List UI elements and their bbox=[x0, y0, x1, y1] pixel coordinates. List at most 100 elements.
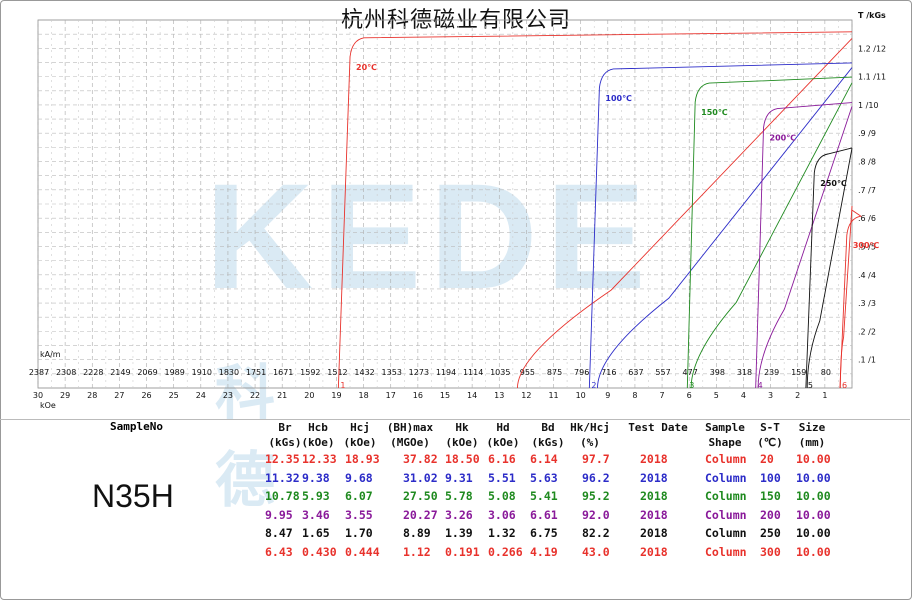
x-tick-label-kam: 1114 bbox=[463, 368, 483, 377]
table-cell: 3.46 bbox=[302, 507, 330, 522]
table-cell: 1.65 bbox=[302, 526, 330, 540]
x-tick-label-koe: 13 bbox=[494, 391, 504, 400]
table-cell: 27.50 bbox=[403, 489, 438, 503]
x-tick-label-kam: 1194 bbox=[436, 368, 456, 377]
table-cell: 10.00 bbox=[796, 452, 831, 466]
table-cell: 5.93 bbox=[302, 489, 330, 503]
header-unit: (%) bbox=[580, 436, 600, 449]
x-tick-label-kam: 1989 bbox=[164, 368, 184, 377]
table-cell: 10.00 bbox=[796, 526, 831, 540]
table-cell: Column bbox=[705, 452, 747, 466]
x-tick-label-kam: 2228 bbox=[83, 368, 103, 377]
table-cell: 9.38 bbox=[302, 470, 330, 485]
x-tick-label-kam: 1592 bbox=[300, 368, 320, 377]
y-tick-label: .9 /9 bbox=[858, 129, 876, 138]
table-cell: 6.14 bbox=[530, 452, 558, 466]
table-header: Hk (kOe) bbox=[432, 420, 492, 450]
table-header: S-T (℃) bbox=[740, 420, 800, 450]
header-unit: (kOe) bbox=[486, 436, 520, 449]
table-cell: 3.26 bbox=[445, 507, 473, 522]
header-unit: (kOe) bbox=[343, 436, 377, 449]
x-tick-label-koe: 30 bbox=[33, 391, 43, 400]
table-cell: 100 bbox=[760, 470, 781, 485]
header-unit: (kGs) bbox=[268, 436, 302, 449]
table-cell: 31.02 bbox=[403, 470, 438, 485]
table-cell: Column bbox=[705, 544, 747, 559]
x-axis-unit-kam: kA/m bbox=[40, 350, 61, 359]
table-cell: 150 bbox=[760, 489, 781, 503]
table-cell: 1.12 bbox=[403, 544, 431, 559]
table-cell: 10.00 bbox=[796, 489, 831, 503]
header-label: Hcb bbox=[308, 421, 328, 434]
x-tick-label-koe: 26 bbox=[141, 391, 151, 400]
x-tick-label-kam: 1273 bbox=[409, 368, 429, 377]
table-cell: 9.31 bbox=[445, 470, 473, 485]
table-cell: 2018 bbox=[640, 526, 668, 540]
x-tick-label-kam: 716 bbox=[601, 368, 616, 377]
x-tick-label-koe: 21 bbox=[277, 391, 287, 400]
table-cell: 1.39 bbox=[445, 526, 473, 540]
series-label-20℃: 20℃ bbox=[356, 63, 377, 72]
table-cell: 11.32 bbox=[265, 470, 300, 485]
y-tick-label: .1 /1 bbox=[858, 356, 876, 365]
x-tick-label-kam: 398 bbox=[710, 368, 725, 377]
table-cell: 10.00 bbox=[796, 470, 831, 485]
company-title: 杭州科德磁业有限公司 bbox=[340, 8, 571, 33]
x-tick-label-koe: 23 bbox=[223, 391, 233, 400]
x-tick-label-koe: 17 bbox=[386, 391, 396, 400]
table-cell: 95.2 bbox=[582, 489, 610, 503]
table-cell: Column bbox=[705, 489, 747, 503]
series-marker-5: 5 bbox=[808, 381, 813, 390]
x-tick-label-koe: 15 bbox=[440, 391, 450, 400]
x-tick-label-koe: 1 bbox=[822, 391, 827, 400]
header-unit: (kOe) bbox=[445, 436, 479, 449]
series-label-300℃: 300℃ bbox=[853, 241, 880, 250]
x-tick-label-kam: 637 bbox=[628, 368, 643, 377]
x-tick-label-koe: 2 bbox=[795, 391, 800, 400]
x-tick-label-koe: 4 bbox=[741, 391, 746, 400]
table-divider bbox=[0, 419, 910, 420]
x-tick-label-koe: 5 bbox=[714, 391, 719, 400]
header-unit: (mm) bbox=[798, 436, 826, 449]
table-cell: 0.430 bbox=[302, 544, 337, 559]
table-cell: 9.95 bbox=[265, 507, 293, 522]
table-header: Sample Shape bbox=[695, 420, 755, 450]
table-cell: 5.63 bbox=[530, 470, 558, 485]
header-label: Bd bbox=[541, 421, 555, 434]
x-tick-label-kam: 318 bbox=[737, 368, 752, 377]
y-tick-label: .5 /5 bbox=[858, 242, 876, 251]
x-tick-label-koe: 29 bbox=[60, 391, 70, 400]
x-tick-label-kam: 2308 bbox=[56, 368, 76, 377]
watermark-char: 德 bbox=[215, 446, 575, 516]
x-axis-unit-koe: kOe bbox=[40, 401, 56, 410]
table-cell: 5.41 bbox=[530, 489, 558, 503]
table-cell: 5.08 bbox=[488, 489, 516, 503]
y-tick-label: 1.2 /12 bbox=[858, 44, 886, 53]
x-tick-label-kam: 239 bbox=[764, 368, 779, 377]
table-cell: 8.89 bbox=[403, 526, 431, 540]
table-cell: 12.33 bbox=[302, 452, 337, 466]
table-header: Hd (kOe) bbox=[473, 420, 533, 450]
table-cell: 9.68 bbox=[345, 470, 373, 485]
header-label: Test Date bbox=[628, 421, 688, 434]
header-unit: (MGOe) bbox=[390, 436, 430, 449]
table-cell: 18.50 bbox=[445, 452, 480, 466]
table-cell: 5.78 bbox=[445, 489, 473, 503]
y-tick-label: 1.1 /11 bbox=[858, 73, 886, 82]
x-tick-label-kam: 1512 bbox=[327, 368, 347, 377]
table-cell: 20 bbox=[760, 452, 774, 466]
table-cell: 2018 bbox=[640, 489, 668, 503]
table-cell: 6.75 bbox=[530, 526, 558, 540]
x-tick-label-kam: 1671 bbox=[273, 368, 293, 377]
x-tick-label-koe: 9 bbox=[605, 391, 610, 400]
x-tick-label-koe: 10 bbox=[576, 391, 586, 400]
header-label: S-T bbox=[760, 421, 780, 434]
header-unit: Shape bbox=[708, 436, 742, 449]
x-tick-label-kam: 1910 bbox=[192, 368, 212, 377]
header-unit: (kOe) bbox=[301, 436, 335, 449]
table-cell: 1.32 bbox=[488, 526, 516, 540]
table-header: (BH)max (MGOe) bbox=[380, 420, 440, 450]
y-tick-label: .4 /4 bbox=[858, 271, 876, 280]
y-tick-label: .6 /6 bbox=[858, 214, 876, 223]
x-tick-label-kam: 2069 bbox=[137, 368, 157, 377]
